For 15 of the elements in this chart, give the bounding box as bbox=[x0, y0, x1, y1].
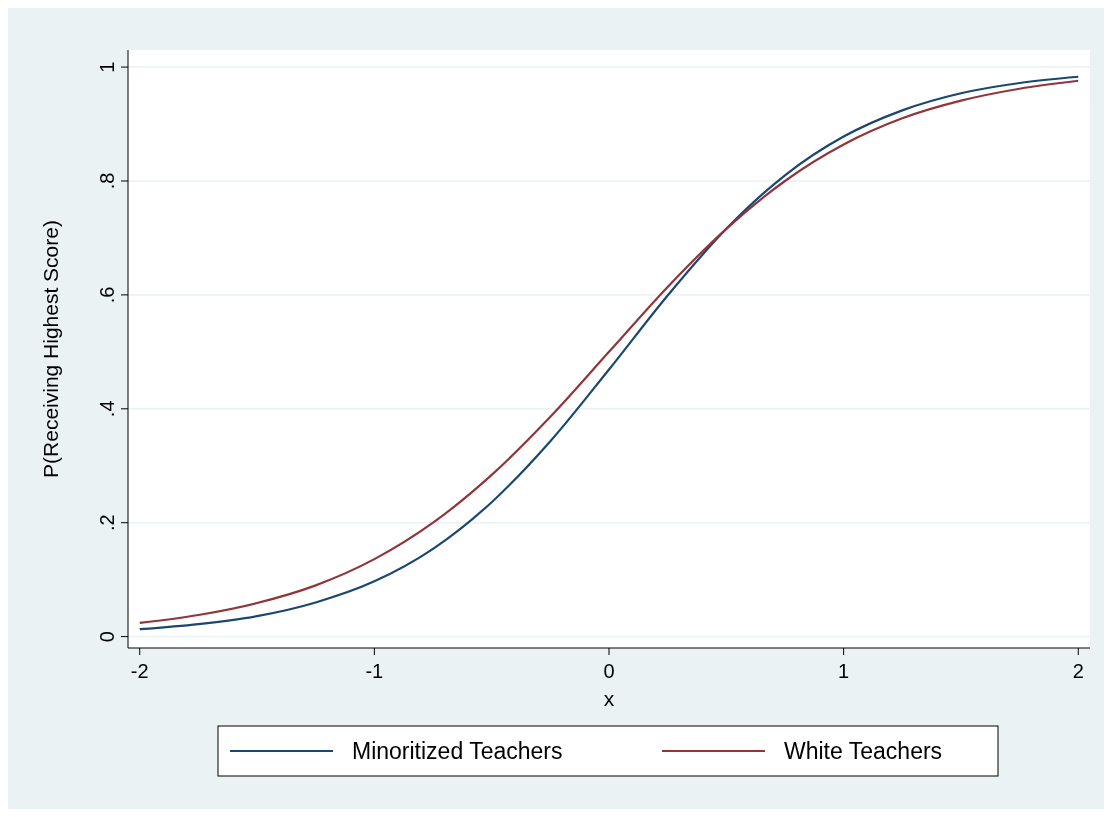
y-tick-label: .2 bbox=[96, 514, 118, 532]
x-tick-label: -2 bbox=[130, 660, 149, 682]
x-tick-label: 2 bbox=[1072, 660, 1084, 682]
x-tick-label: 1 bbox=[838, 660, 850, 682]
legend-label: White Teachers bbox=[784, 738, 943, 764]
y-tick-label: .8 bbox=[96, 172, 118, 190]
y-tick-label: 1 bbox=[96, 61, 118, 73]
y-tick-label: .6 bbox=[96, 286, 118, 304]
legend-label: Minoritized Teachers bbox=[352, 738, 563, 764]
x-axis-title: x bbox=[603, 687, 615, 710]
x-tick-label: 0 bbox=[603, 660, 615, 682]
y-tick-label: .4 bbox=[96, 400, 118, 418]
y-tick-label: 0 bbox=[96, 631, 118, 643]
x-tick-label: -1 bbox=[365, 660, 384, 682]
y-axis-title: P(Receiving Highest Score) bbox=[39, 220, 62, 478]
